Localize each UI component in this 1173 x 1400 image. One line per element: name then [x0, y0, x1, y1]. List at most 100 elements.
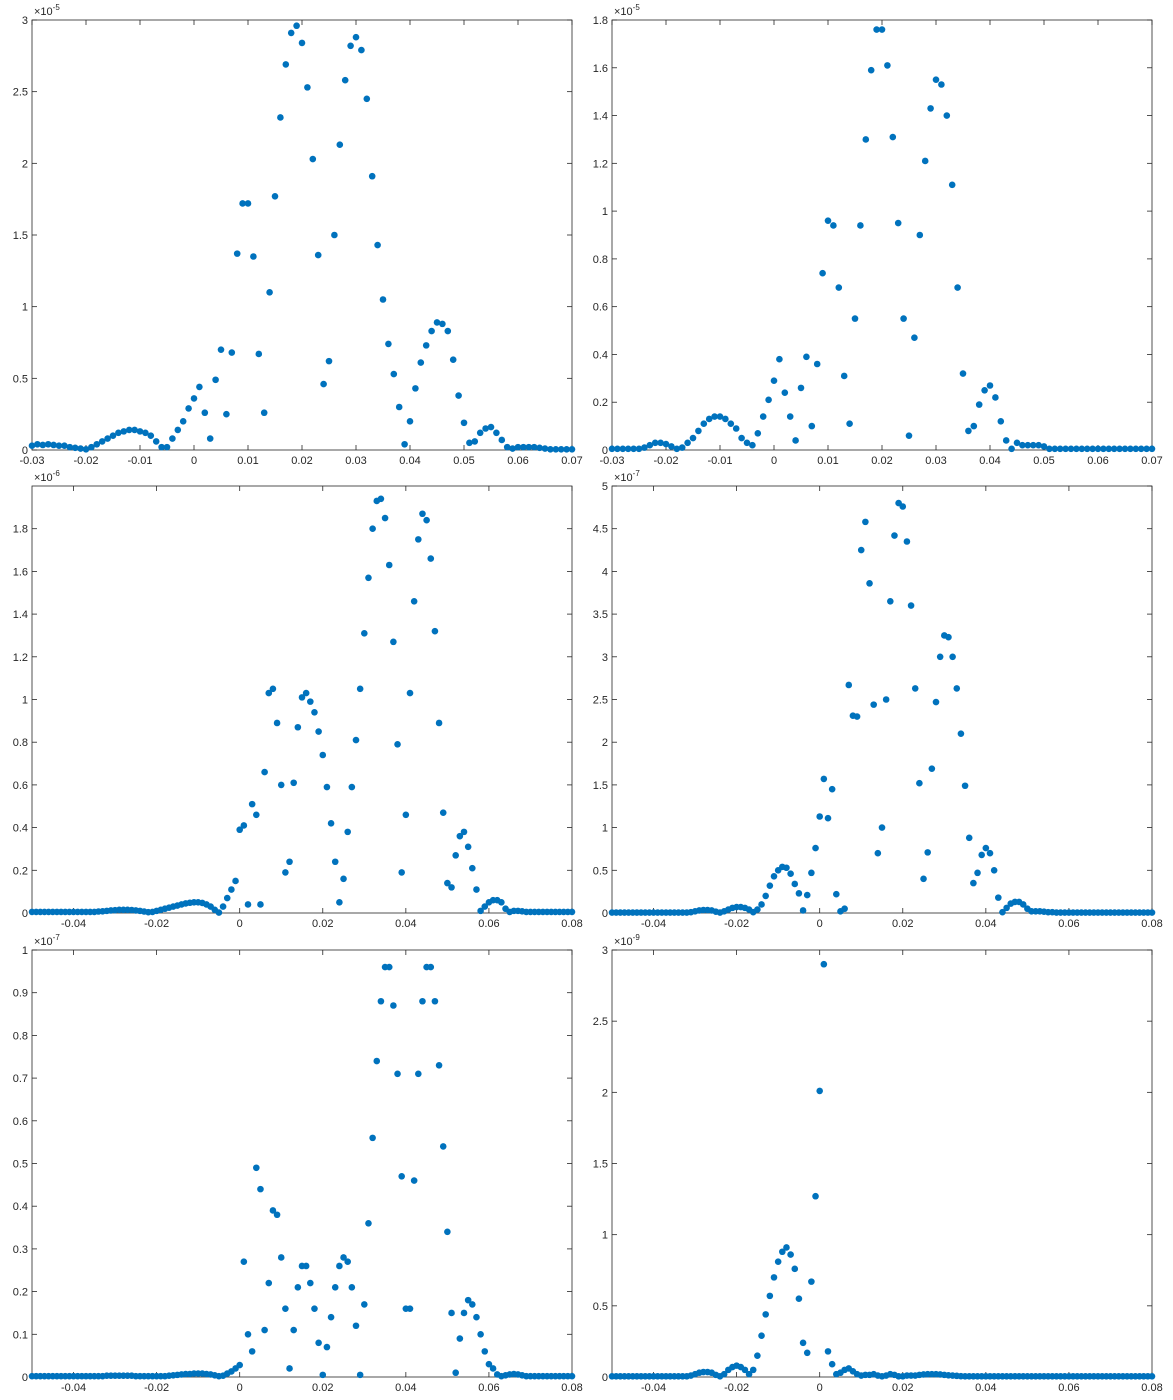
data-point: [363, 95, 371, 103]
data-point: [286, 1365, 293, 1372]
y-tick-label: 0.2: [13, 1287, 28, 1299]
data-point: [398, 1173, 405, 1180]
data-point: [348, 1284, 356, 1291]
data-point: [552, 445, 560, 453]
data-point: [803, 1349, 811, 1357]
data-point: [255, 350, 263, 358]
data-point: [857, 222, 864, 229]
data-point: [749, 441, 756, 449]
x-tick-label: 0.03: [345, 455, 366, 467]
y-exponent-label: ×10-7: [34, 933, 60, 948]
data-point: [331, 231, 338, 239]
data-point: [215, 909, 223, 916]
x-tick-label: -0.02: [73, 455, 98, 467]
x-tick-label: 0.08: [1141, 918, 1162, 930]
data-point: [385, 561, 393, 569]
x-tick-label: -0.03: [599, 455, 624, 467]
data-point: [277, 1254, 285, 1261]
data-point: [419, 997, 426, 1005]
data-point: [700, 420, 708, 428]
y-tick-label: 1.6: [593, 63, 608, 75]
data-point: [745, 1370, 753, 1378]
data-point: [705, 415, 713, 423]
data-point: [50, 441, 57, 449]
data-point: [88, 443, 95, 451]
data-point: [819, 269, 826, 277]
panel-middle-left: -0.04 -0.02 0 0.02 0.04 0.06 0.08 0 0.2 0.4 0.6 0.8…: [13, 469, 583, 930]
y-tick-label: 0: [602, 445, 608, 457]
data-point: [1046, 445, 1053, 453]
data-point: [754, 906, 761, 913]
data-point: [307, 1279, 314, 1287]
x-tick-label: 0.04: [399, 455, 420, 467]
data-point: [294, 1284, 302, 1291]
data-point: [340, 1254, 347, 1261]
y-tick-label: 3: [602, 945, 608, 957]
x-tick-label: 0.02: [312, 1382, 333, 1394]
data-point: [201, 409, 209, 417]
y-tick-label: 1: [602, 1230, 608, 1242]
y-tick-label: 4.5: [593, 524, 608, 536]
data-point: [741, 1366, 749, 1374]
data-point: [77, 445, 84, 452]
data-point: [833, 890, 840, 898]
x-tick-label: -0.01: [707, 455, 732, 467]
data-point: [228, 349, 236, 356]
data-point: [1040, 443, 1048, 450]
data-point: [754, 1352, 761, 1359]
data-point: [916, 779, 923, 787]
data-point: [884, 62, 891, 69]
data-point: [315, 728, 322, 735]
data-point: [464, 1296, 472, 1304]
data-point: [874, 849, 882, 857]
data-point: [217, 346, 225, 353]
data-point: [431, 997, 439, 1005]
data-point: [520, 443, 527, 451]
data-point: [365, 574, 372, 582]
x-tick-label: -0.02: [724, 918, 749, 930]
data-point: [315, 1339, 322, 1347]
y-tick-label: 0.6: [593, 302, 608, 314]
y-tick-label: 1: [602, 823, 608, 835]
data-point: [185, 405, 192, 412]
data-point: [422, 342, 430, 349]
data-point: [882, 696, 890, 703]
data-point: [907, 602, 915, 609]
x-tick-label: 0.03: [925, 455, 946, 467]
data-point: [377, 997, 385, 1005]
panel-top-right: -0.03 -0.02 -0.01 0 0.01 0.02 0.03 0.04 0.05 0.06…: [593, 3, 1163, 467]
data-point: [965, 834, 973, 842]
data-point: [1067, 445, 1075, 453]
data-point: [762, 892, 769, 900]
data-point: [711, 413, 718, 420]
data-point: [428, 327, 435, 335]
data-point: [273, 719, 281, 727]
data-point: [949, 653, 956, 661]
data-point: [503, 443, 511, 451]
data-point: [1051, 445, 1059, 453]
data-point: [1110, 445, 1118, 453]
data-point: [779, 1248, 786, 1256]
x-tick-label: -0.01: [127, 455, 152, 467]
data-point: [986, 849, 994, 857]
data-point: [624, 445, 632, 453]
data-point: [298, 694, 306, 701]
data-point: [290, 1326, 297, 1334]
x-tick-label: 0.04: [395, 1382, 416, 1394]
data-point: [795, 1295, 803, 1303]
y-tick-label: 2.5: [593, 1016, 608, 1028]
data-point: [1089, 445, 1096, 453]
data-point: [206, 435, 214, 442]
data-point: [61, 442, 68, 450]
data-point: [970, 422, 978, 430]
data-point: [1143, 445, 1150, 453]
y-tick-label: 0.8: [593, 254, 608, 266]
x-tick-label: 0.05: [453, 455, 474, 467]
data-point: [325, 357, 333, 365]
data-point: [1008, 445, 1015, 453]
data-point: [395, 403, 403, 411]
data-point: [808, 422, 816, 430]
x-tick-label: 0.07: [1141, 455, 1162, 467]
data-point: [961, 782, 969, 790]
x-tick-label: 0: [817, 918, 823, 930]
